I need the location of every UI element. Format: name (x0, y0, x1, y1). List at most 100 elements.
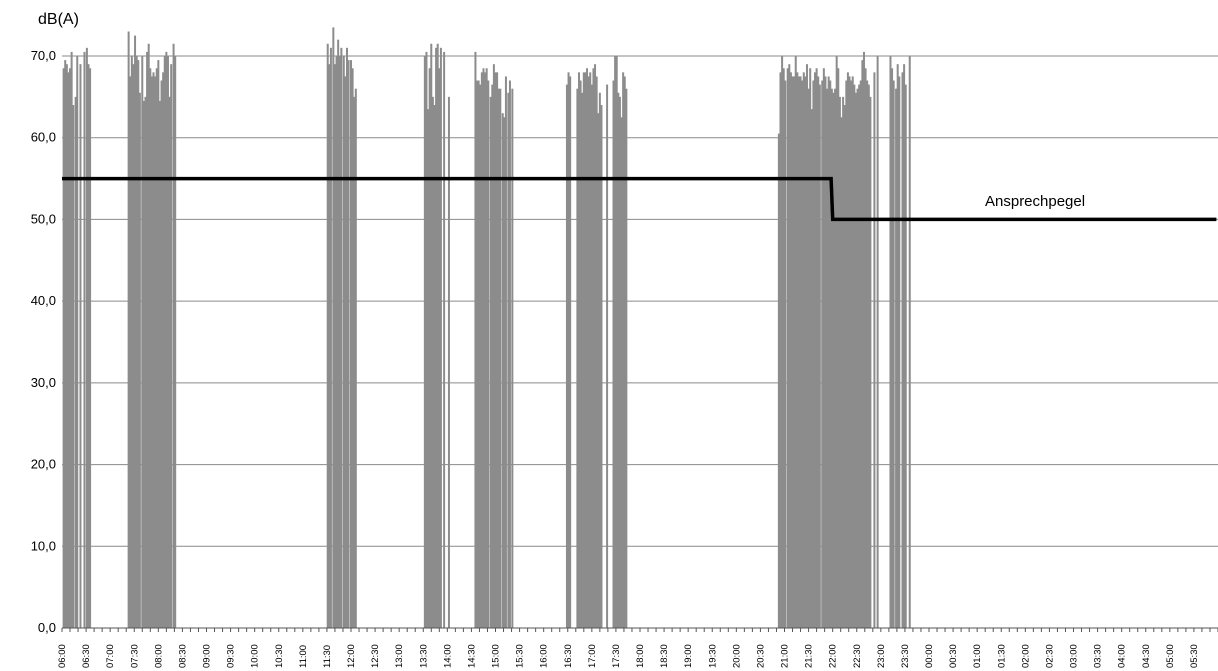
bar (439, 47, 442, 629)
bar (345, 47, 348, 629)
bar (132, 64, 135, 628)
bar (606, 84, 609, 629)
bar (443, 51, 446, 628)
x-tick-label: 13:30 (418, 644, 429, 668)
bar (67, 72, 70, 629)
bar (342, 56, 345, 628)
x-tick-label: 23:30 (900, 644, 911, 668)
bar (74, 96, 77, 629)
bar (337, 39, 340, 628)
bar (340, 47, 343, 629)
bar (79, 64, 82, 628)
bar (850, 80, 853, 628)
bar (350, 60, 352, 629)
x-tick-label: 17:30 (611, 644, 622, 668)
bar (428, 68, 431, 628)
y-tick-label: 40,0 (31, 293, 56, 308)
bar (829, 80, 832, 628)
x-tick-label: 20:00 (731, 644, 742, 668)
bar (837, 68, 840, 628)
bar (842, 96, 845, 629)
bar (582, 72, 585, 629)
bar (326, 43, 329, 628)
bar (135, 56, 138, 628)
bar (832, 92, 835, 629)
bar (141, 56, 144, 628)
x-tick-label: 04:30 (1141, 644, 1152, 668)
bar (898, 76, 901, 628)
bar (85, 47, 88, 629)
bar (786, 68, 789, 628)
bar (476, 80, 479, 628)
bar (155, 68, 158, 628)
x-tick-label: 07:30 (129, 644, 140, 668)
bar (805, 64, 808, 628)
bar (497, 88, 500, 628)
bar (435, 47, 438, 629)
bar (595, 76, 598, 628)
bar (869, 96, 872, 629)
bar (853, 84, 856, 629)
bar (142, 100, 145, 628)
bar (166, 56, 169, 628)
x-tick-label: 00:30 (948, 644, 959, 668)
bar (149, 68, 152, 628)
bar (587, 76, 590, 628)
bar (496, 72, 499, 629)
x-tick-label: 09:30 (226, 644, 237, 668)
x-tick-label: 15:30 (515, 644, 526, 668)
x-tick-label: 22:30 (852, 644, 863, 668)
x-tick-label: 12:00 (346, 644, 357, 668)
x-tick-label: 10:00 (250, 644, 261, 668)
bar (565, 84, 568, 629)
bar (144, 96, 147, 629)
bar (891, 68, 894, 628)
x-axis: 06:00 06:30 07:00 07:30 08:00 08:30 09:00 09:30… (57, 627, 1218, 668)
bar (826, 88, 829, 628)
y-tick-label: 50,0 (31, 211, 56, 226)
bar (793, 76, 796, 628)
bar (130, 56, 133, 628)
bar (353, 96, 356, 629)
bar (168, 96, 171, 629)
bar (782, 68, 785, 628)
bar (590, 84, 593, 629)
x-tick-label: 00:00 (924, 644, 935, 668)
bar (474, 51, 477, 628)
gridlines (62, 55, 1218, 629)
bar (154, 76, 157, 628)
bar (799, 76, 802, 628)
bar (150, 76, 153, 628)
bar (127, 31, 130, 628)
x-tick-label: 23:00 (876, 644, 887, 668)
bar (809, 68, 812, 628)
x-tick-label: 02:00 (1020, 644, 1031, 668)
bar (814, 72, 817, 629)
bar (866, 80, 869, 628)
bar (447, 96, 450, 629)
y-axis-ticks: 0,0 10,0 20,0 30,0 40,0 50,0 60,0 70,0 (31, 48, 56, 635)
bar (864, 68, 867, 628)
bar (830, 88, 833, 628)
bar (347, 60, 350, 629)
bar (835, 56, 838, 628)
bar (329, 47, 332, 629)
bar (351, 68, 354, 628)
bar (129, 76, 132, 628)
bar (838, 96, 841, 629)
x-tick-label: 08:00 (153, 644, 164, 668)
bar (576, 88, 579, 628)
bar (501, 113, 504, 628)
x-tick-label: 21:30 (804, 644, 815, 668)
bar (174, 56, 177, 628)
bar (859, 80, 862, 628)
x-tick-label: 06:30 (81, 644, 92, 668)
x-tick-label: 06:00 (57, 644, 68, 668)
bar (592, 68, 595, 628)
y-tick-label: 10,0 (31, 538, 56, 553)
bar (858, 84, 861, 629)
bar (507, 92, 510, 629)
bar (165, 51, 168, 628)
bar (64, 60, 67, 629)
